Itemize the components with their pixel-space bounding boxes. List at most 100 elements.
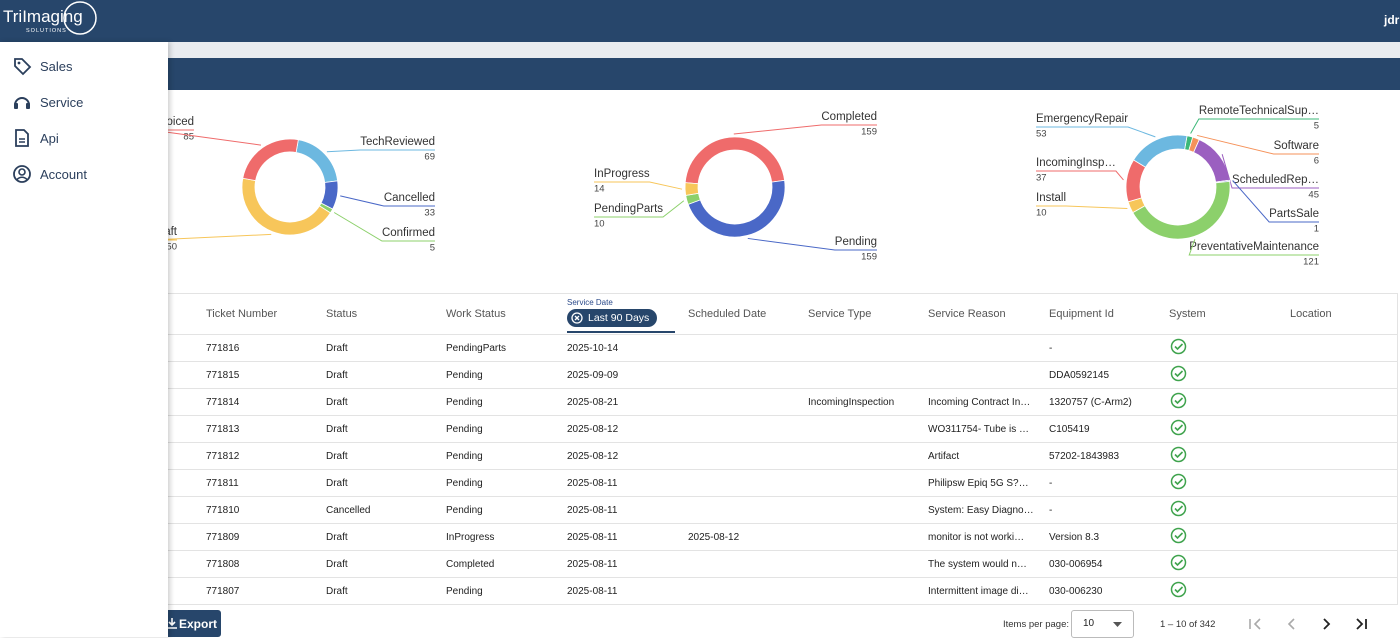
segment-label: Confirmed: [382, 227, 435, 239]
export-label: Export: [179, 617, 218, 631]
donut-segment: [1125, 159, 1147, 203]
header: TriImaging SOLUTIONS jdr: [0, 0, 1400, 42]
export-button[interactable]: Export: [165, 610, 221, 637]
donut-segment: [295, 139, 339, 183]
table-cell: -: [1049, 505, 1053, 516]
table-cell: 2025-08-11: [567, 505, 618, 516]
table-cell: DDA0592145: [1049, 370, 1110, 381]
table-frame: [168, 293, 1398, 605]
table-cell: Draft: [326, 397, 348, 408]
next-page[interactable]: [1323, 618, 1331, 630]
segment-value: 150: [161, 242, 177, 253]
nav-sales[interactable]: Sales: [0, 51, 168, 81]
row-divider: [168, 604, 1398, 605]
row-divider: [168, 334, 1398, 335]
column-header: Service Reason: [928, 308, 1006, 320]
table-cell: -: [1049, 478, 1053, 489]
table-cell: Intermittent image di…: [928, 586, 1029, 597]
table-cell: 57202-1843983: [1049, 451, 1120, 462]
page-size-select[interactable]: 10: [1071, 610, 1134, 638]
filter-chip[interactable]: Last 90 Days: [567, 309, 658, 327]
nav-account[interactable]: Account: [0, 159, 168, 189]
segment-label: RemoteTechnicalSup…: [1199, 105, 1319, 117]
table-cell: Artifact: [928, 451, 960, 462]
logo[interactable]: TriImaging SOLUTIONS: [0, 0, 110, 42]
segment-value: 33: [424, 208, 435, 219]
system-check-icon: [1170, 392, 1187, 409]
nav-api[interactable]: Api: [0, 123, 168, 153]
table-cell: 2025-08-21: [567, 397, 619, 408]
system-check-icon: [1170, 419, 1187, 436]
table-cell: 2025-08-12: [567, 451, 619, 462]
table-cell: WO311754- Tube is …: [928, 424, 1029, 435]
donut-segment: [684, 136, 786, 185]
prev-page[interactable]: [1287, 618, 1295, 630]
first-page[interactable]: [1249, 618, 1261, 630]
charts: TechReviewed69Cancelled33Confirmed5Draft…: [151, 105, 1319, 268]
table-cell: Incoming Contract In…: [928, 397, 1031, 408]
segment-value: 5: [430, 243, 435, 254]
table-cell: Version 8.3: [1049, 532, 1100, 543]
segment-label: TechReviewed: [360, 136, 435, 148]
row-divider: [168, 496, 1398, 497]
donut-segment: [1133, 134, 1188, 168]
user-name[interactable]: jdr: [1384, 13, 1400, 27]
segment-value: 53: [1036, 129, 1047, 140]
page-banner: [168, 58, 1400, 90]
table-cell: 771815: [206, 370, 240, 381]
system-check-icon: [1170, 554, 1187, 571]
table-cell: PendingParts: [446, 343, 507, 354]
table-cell: 1320757 (C-Arm2): [1049, 397, 1132, 408]
table-cell: Draft: [326, 451, 348, 462]
segment-label: PreventativeMaintenance: [1189, 241, 1319, 253]
segment-value: 1: [1314, 224, 1319, 235]
column-header: Work Status: [446, 308, 506, 320]
row-divider: [168, 469, 1398, 470]
segment-label: ScheduledRep…: [1232, 174, 1319, 186]
table-cell: Draft: [326, 532, 348, 543]
system-check-icon: [1170, 473, 1187, 490]
segment-label: Install: [1036, 192, 1066, 204]
table-cell: 2025-08-12: [567, 424, 619, 435]
nav-service[interactable]: Service: [0, 87, 168, 117]
table-cell: 2025-09-09: [567, 370, 619, 381]
row-divider: [168, 415, 1398, 416]
logo-sub: SOLUTIONS: [26, 28, 67, 34]
table-cell: monitor is not worki…: [928, 532, 1025, 543]
column-header: Location: [1290, 308, 1332, 320]
page-size-value: 10: [1083, 618, 1095, 629]
leader-line: [1232, 180, 1319, 223]
table-cell: 2025-08-12: [688, 532, 740, 543]
table-cell: The system would n…: [928, 559, 1027, 570]
last-page[interactable]: [1356, 618, 1367, 630]
segment-value: 45: [1308, 190, 1319, 201]
leader-line: [1188, 239, 1319, 256]
column-header: Scheduled Date: [688, 308, 767, 320]
table-cell: Pending: [446, 451, 483, 462]
table-cell: 771811: [206, 478, 239, 489]
table-cell: Draft: [326, 370, 348, 381]
donut-segment: [242, 138, 299, 182]
leader-line: [340, 195, 435, 207]
table-cell: Completed: [446, 559, 495, 570]
row-divider: [168, 523, 1398, 524]
sort-underline: [567, 331, 675, 333]
leader-line: [747, 237, 877, 251]
row-divider: [168, 442, 1398, 443]
table-cell: IncomingInspection: [808, 397, 895, 408]
table-cell: Draft: [326, 586, 348, 597]
row-divider: [168, 577, 1398, 578]
table-cell: 771810: [206, 505, 240, 516]
table-cell: Draft: [326, 478, 348, 489]
segment-value: 69: [424, 152, 435, 163]
segment-value: 37: [1036, 173, 1047, 184]
leader-line: [594, 200, 685, 218]
table-cell: 771814: [206, 397, 240, 408]
segment-value: 159: [861, 127, 877, 138]
leader-line: [733, 124, 877, 135]
segment-label: EmergencyRepair: [1036, 113, 1128, 125]
leader-line: [1197, 134, 1319, 155]
table-cell: 771813: [206, 424, 240, 435]
segment-label: PartsSale: [1269, 208, 1319, 220]
